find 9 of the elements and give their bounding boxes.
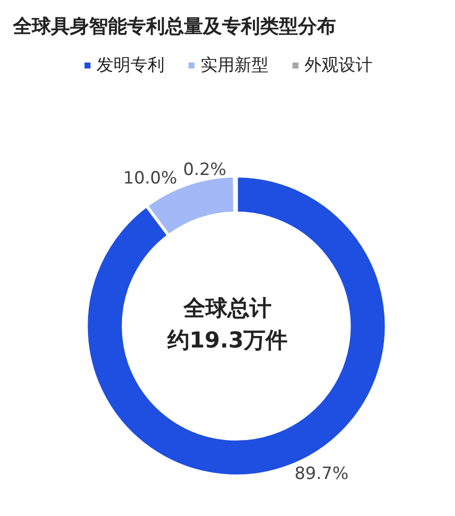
legend-label: 实用新型 <box>200 56 268 76</box>
chart-title: 全球具身智能专利总量及专利类型分布 <box>12 16 336 38</box>
text: 约19.3万件 <box>166 328 288 354</box>
data-label: 10.0% <box>123 168 178 188</box>
text: 全球总计 <box>182 296 272 322</box>
data-label: 0.2% <box>183 160 226 180</box>
legend-label: 外观设计 <box>304 56 372 76</box>
legend-label: 发明专利 <box>96 56 164 76</box>
data-label: 89.7% <box>294 464 348 484</box>
